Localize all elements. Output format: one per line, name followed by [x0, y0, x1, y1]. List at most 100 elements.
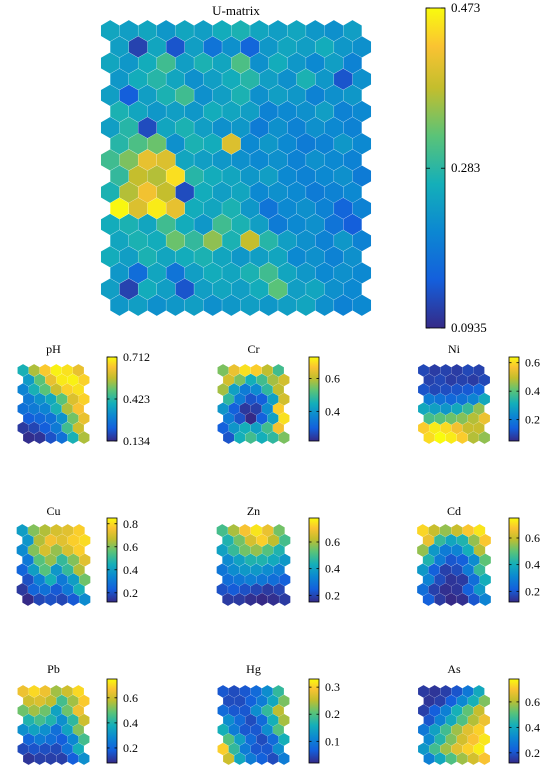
hex-cell — [33, 533, 45, 547]
hex-cell — [128, 68, 148, 90]
hex-cell — [296, 100, 316, 123]
hex-cell — [194, 246, 213, 268]
hex-cell — [34, 431, 46, 444]
hex-cell — [61, 704, 73, 717]
hex-cell — [352, 230, 372, 252]
hex-cell — [28, 524, 40, 538]
hex-cell — [239, 364, 251, 377]
hex-cell — [417, 524, 429, 538]
hex-cell — [279, 533, 291, 547]
hex-cell — [434, 553, 446, 567]
hex-cell — [272, 364, 284, 377]
hex-cell — [479, 573, 491, 587]
hex-cell — [184, 262, 204, 284]
hex-cell — [261, 402, 273, 416]
hex-cell — [278, 197, 297, 219]
hex-cell — [240, 294, 260, 316]
hex-cell — [233, 533, 245, 547]
hex-cell — [184, 36, 204, 58]
hex-cell — [16, 583, 28, 597]
hex-cell — [256, 392, 268, 406]
hex-cell — [467, 431, 479, 444]
hex-cell — [451, 704, 463, 717]
hex-cell — [212, 246, 232, 268]
hex-cell — [267, 553, 279, 567]
hex-cell — [234, 752, 246, 765]
hex-cell — [110, 100, 129, 123]
hex-cell — [256, 533, 268, 547]
hex-cell — [334, 133, 353, 155]
hex-cell — [56, 373, 68, 387]
hex-cell — [39, 742, 51, 756]
hex-cell — [203, 36, 222, 58]
hex-cell — [462, 421, 474, 435]
hex-cell — [272, 742, 284, 756]
hex-cell — [468, 573, 480, 587]
hex-cell — [296, 262, 316, 284]
hex-cell — [262, 583, 274, 597]
hex-cell — [56, 412, 68, 425]
hex-cell — [28, 583, 40, 597]
hex-cell — [259, 100, 278, 123]
hex-cell — [343, 117, 362, 139]
hex-cell — [212, 20, 232, 42]
hex-cell — [343, 278, 362, 300]
hex-cell — [78, 752, 90, 765]
hex-cell — [50, 563, 62, 577]
hex-cell — [267, 412, 279, 425]
hex-cell — [28, 543, 40, 557]
hex-cell — [17, 723, 29, 737]
hex-cell — [79, 573, 91, 587]
hex-cell — [296, 165, 316, 187]
hex-cell — [45, 713, 57, 727]
hex-cell — [279, 592, 291, 606]
hex-cell — [440, 723, 452, 737]
hex-cell — [462, 583, 474, 597]
hex-cell — [306, 278, 325, 300]
hex-cell — [417, 563, 429, 577]
hex-cell — [440, 364, 452, 377]
hex-cell — [222, 133, 241, 155]
hex-cell — [17, 383, 29, 396]
hex-cell — [352, 100, 372, 123]
hex-cell — [250, 685, 262, 698]
colorbar-tick-label: 0.2 — [123, 586, 138, 600]
hex-cell — [28, 685, 40, 698]
hex-cell — [456, 412, 468, 425]
hex-cell — [451, 685, 463, 698]
hex-cell — [110, 230, 129, 252]
hex-grid — [17, 685, 90, 765]
hex-cell — [78, 713, 90, 727]
hex-cell — [228, 742, 240, 756]
hex-cell — [147, 165, 166, 187]
hex-cell — [194, 52, 213, 74]
hex-cell — [250, 383, 262, 396]
som-panel-cd: Cd 0.6 0.4 0.2 — [417, 504, 540, 606]
hex-cell — [268, 181, 288, 203]
hex-cell — [445, 553, 457, 567]
hex-cell — [240, 36, 260, 58]
hex-cell — [445, 752, 457, 765]
hex-cell — [343, 20, 362, 42]
hex-cell — [343, 213, 362, 236]
panel-title: Cd — [447, 504, 461, 518]
hex-cell — [268, 149, 288, 171]
hex-cell — [268, 117, 288, 139]
hex-cell — [259, 133, 278, 155]
hex-cell — [217, 421, 229, 435]
hex-cell — [78, 694, 90, 708]
hex-cell — [278, 68, 297, 90]
hex-cell — [67, 392, 79, 406]
hex-cell — [119, 213, 138, 236]
hex-cell — [228, 563, 240, 577]
hex-cell — [467, 713, 479, 727]
hex-cell — [250, 20, 269, 42]
hex-cell — [128, 197, 148, 219]
hex-cell — [267, 533, 279, 547]
hex-cell — [456, 373, 468, 387]
hex-cell — [287, 84, 306, 106]
hex-cell — [56, 573, 68, 587]
hex-cell — [306, 117, 325, 139]
hex-cell — [67, 713, 79, 727]
hex-cell — [33, 592, 45, 606]
